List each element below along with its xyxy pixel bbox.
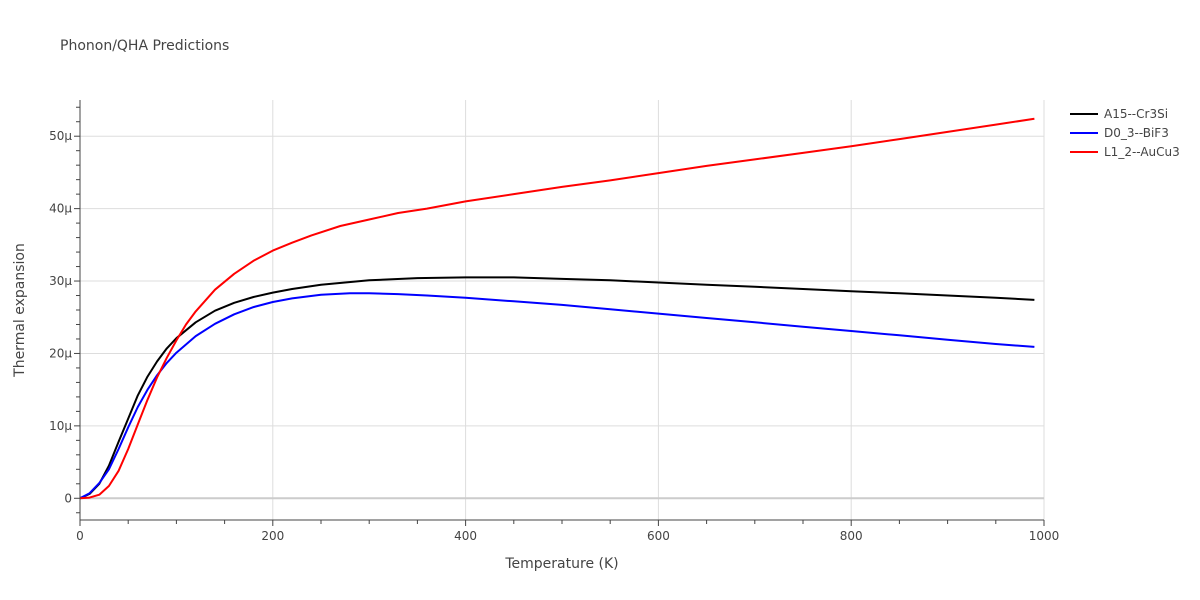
series-lines — [79, 117, 1035, 500]
legend-label: A15--Cr3Si — [1104, 107, 1168, 121]
series-line-1[interactable] — [79, 292, 1035, 500]
legend[interactable]: A15--Cr3Si D0_3--BiF3 L1_2--AuCu3 — [1070, 107, 1180, 159]
legend-label: L1_2--AuCu3 — [1104, 145, 1180, 159]
x-tick-label: 600 — [647, 529, 670, 543]
legend-item[interactable]: L1_2--AuCu3 — [1070, 145, 1180, 159]
x-tick-label: 400 — [454, 529, 477, 543]
legend-label: D0_3--BiF3 — [1104, 126, 1169, 140]
legend-item[interactable]: D0_3--BiF3 — [1070, 126, 1169, 140]
x-axis-ticks: 0 200 400 600 800 1000 — [76, 520, 1059, 543]
y-tick-label: 30μ — [49, 274, 72, 288]
legend-item[interactable]: A15--Cr3Si — [1070, 107, 1168, 121]
x-tick-label: 1000 — [1029, 529, 1060, 543]
x-axis-title: Temperature (K) — [504, 556, 618, 572]
y-tick-label: 40μ — [49, 202, 72, 216]
x-tick-label: 0 — [76, 529, 84, 543]
y-axis-title: Thermal expansion — [12, 243, 28, 378]
gridlines — [80, 100, 1045, 520]
series-line-0[interactable] — [79, 276, 1035, 500]
chart-title: Phonon/QHA Predictions — [60, 38, 229, 54]
x-tick-label: 800 — [840, 529, 863, 543]
x-tick-label: 200 — [261, 529, 284, 543]
y-tick-label: 10μ — [49, 419, 72, 433]
series-line-2[interactable] — [79, 117, 1035, 500]
y-tick-label: 20μ — [49, 346, 72, 360]
y-tick-label: 0 — [64, 491, 72, 505]
y-tick-label: 50μ — [49, 129, 72, 143]
y-axis-ticks: 0 10μ 20μ 30μ 40μ 50μ — [49, 106, 80, 514]
